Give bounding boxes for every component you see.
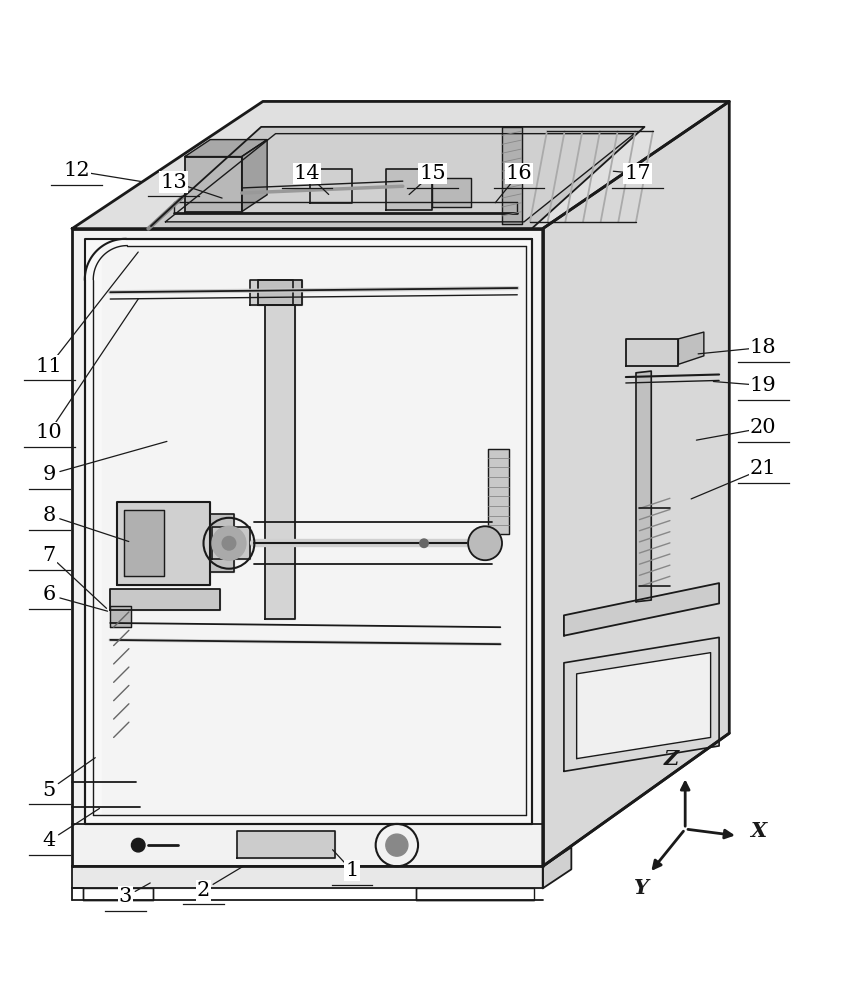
Text: 19: 19 [750, 376, 777, 395]
Polygon shape [83, 888, 153, 900]
Polygon shape [185, 140, 267, 157]
Circle shape [222, 536, 236, 550]
Text: 12: 12 [63, 161, 90, 180]
Polygon shape [543, 847, 572, 888]
Polygon shape [72, 229, 543, 866]
Circle shape [131, 838, 145, 852]
Polygon shape [250, 280, 293, 305]
Polygon shape [165, 134, 634, 222]
Text: 5: 5 [42, 781, 56, 800]
Polygon shape [564, 637, 719, 771]
Circle shape [386, 834, 408, 856]
Text: 11: 11 [36, 357, 63, 376]
Text: 2: 2 [197, 881, 210, 900]
Polygon shape [210, 514, 234, 572]
Polygon shape [148, 127, 644, 229]
Text: 4: 4 [42, 831, 56, 850]
Polygon shape [72, 866, 543, 888]
Text: 10: 10 [36, 423, 63, 442]
Text: 16: 16 [505, 164, 533, 183]
Text: 14: 14 [293, 164, 321, 183]
Text: 6: 6 [42, 585, 56, 604]
Circle shape [212, 526, 246, 560]
Polygon shape [543, 101, 729, 866]
Text: 9: 9 [42, 465, 56, 484]
Text: Z: Z [664, 749, 679, 769]
Text: X: X [750, 821, 767, 841]
Polygon shape [310, 169, 352, 203]
Polygon shape [416, 888, 534, 900]
Text: 15: 15 [419, 164, 446, 183]
Polygon shape [102, 246, 524, 814]
Text: 1: 1 [345, 861, 359, 880]
Text: 8: 8 [42, 506, 56, 525]
Polygon shape [678, 332, 704, 364]
Text: 7: 7 [42, 546, 56, 565]
Polygon shape [237, 831, 335, 858]
Text: Y: Y [633, 878, 649, 898]
Polygon shape [564, 583, 719, 636]
Text: 18: 18 [750, 338, 777, 357]
Polygon shape [212, 527, 250, 559]
Polygon shape [432, 178, 471, 207]
Text: 17: 17 [624, 164, 651, 183]
Polygon shape [72, 101, 729, 229]
Polygon shape [626, 339, 678, 366]
Polygon shape [124, 510, 164, 576]
Text: 21: 21 [750, 459, 777, 478]
Text: 20: 20 [750, 418, 777, 437]
Polygon shape [386, 169, 432, 210]
Polygon shape [502, 127, 522, 224]
Text: 3: 3 [119, 887, 132, 906]
Polygon shape [85, 239, 532, 824]
Polygon shape [110, 606, 131, 627]
Polygon shape [185, 157, 242, 212]
Polygon shape [488, 449, 509, 534]
Polygon shape [242, 140, 267, 212]
Circle shape [468, 526, 502, 560]
Polygon shape [265, 305, 295, 619]
Text: 13: 13 [160, 173, 187, 192]
Polygon shape [258, 280, 302, 305]
Polygon shape [636, 371, 651, 602]
Polygon shape [110, 589, 220, 610]
Polygon shape [577, 653, 711, 759]
Polygon shape [117, 502, 210, 585]
Circle shape [420, 539, 428, 547]
